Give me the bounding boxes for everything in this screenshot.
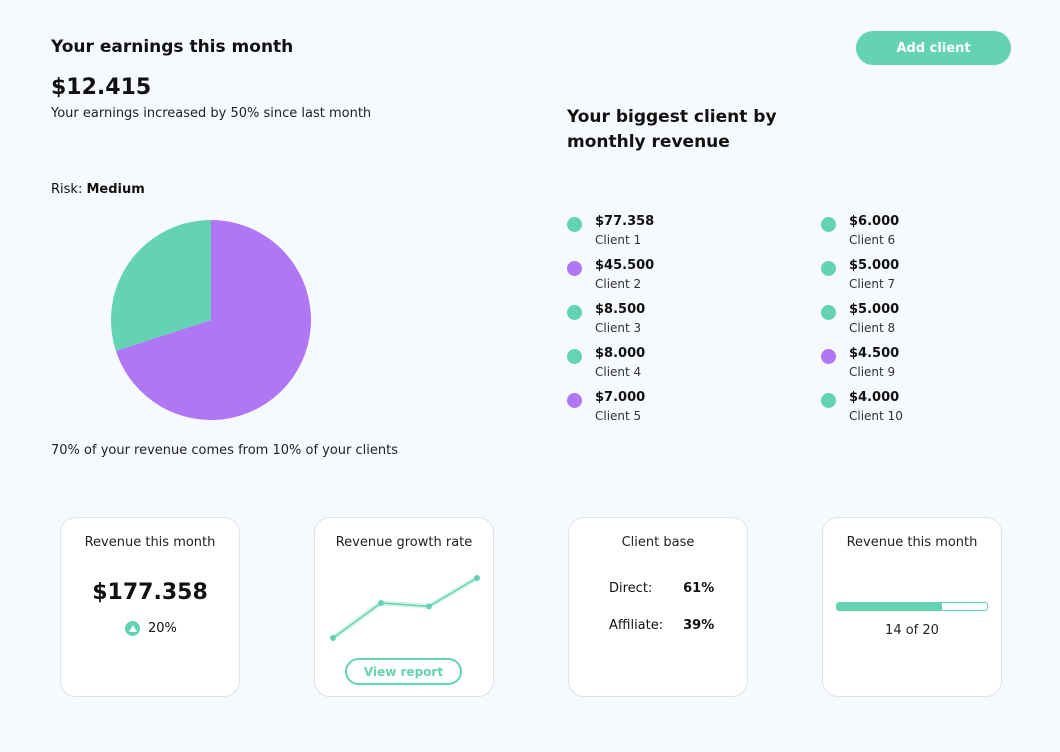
revenue-change-value: 20% — [148, 621, 177, 636]
risk-indicator: Risk: Medium — [51, 182, 145, 197]
client-amount: $45.500 — [595, 258, 655, 273]
growth-line-chart — [330, 575, 480, 641]
direct-row: Direct: 61% — [609, 581, 714, 596]
growth-card: Revenue growth rate View report — [314, 517, 494, 697]
progress-card: Revenue this month 14 of 20 — [822, 517, 1002, 697]
progress-text: 14 of 20 — [885, 623, 939, 638]
client-amount: $5.000 — [849, 302, 900, 317]
client-item: $4.500 Client 9 — [821, 346, 961, 380]
client-item: $4.000 Client 10 — [821, 390, 961, 424]
progress-card-title: Revenue this month — [846, 535, 978, 550]
growth-card-title: Revenue growth rate — [335, 535, 473, 550]
earnings-amount: $12.415 — [51, 75, 152, 100]
client-item: $6.000 Client 6 — [821, 214, 961, 248]
client-amount: $8.500 — [595, 302, 646, 317]
client-name: Client 3 — [595, 321, 642, 335]
growth-line-glow — [331, 575, 479, 641]
client-color-dot — [821, 349, 836, 364]
client-amount: $4.000 — [849, 390, 900, 405]
biggest-clients-title: Your biggest client by monthly revenue — [567, 107, 777, 152]
client-amount: $77.358 — [595, 214, 655, 229]
client-color-dot — [567, 393, 582, 408]
pie-caption: 70% of your revenue comes from 10% of yo… — [51, 443, 398, 458]
progress-bar — [836, 602, 988, 611]
client-item: $7.000 Client 5 — [567, 390, 707, 424]
risk-label: Risk: — [51, 182, 83, 197]
progress-bar-fill — [837, 603, 942, 610]
revenue-change: 20% — [125, 621, 177, 636]
direct-label: Direct: — [609, 581, 653, 596]
client-name: Client 10 — [849, 409, 903, 423]
client-item: $5.000 Client 7 — [821, 258, 961, 292]
client-color-dot — [567, 305, 582, 320]
pie-slice — [111, 220, 211, 351]
client-color-dot — [567, 261, 582, 276]
client-name: Client 9 — [849, 365, 896, 379]
client-item: $8.500 Client 3 — [567, 302, 707, 336]
client-base-title: Client base — [621, 535, 695, 550]
client-item: $45.500 Client 2 — [567, 258, 707, 292]
client-color-dot — [567, 217, 582, 232]
affiliate-value: 39% — [683, 618, 715, 633]
client-amount: $5.000 — [849, 258, 900, 273]
client-item: $5.000 Client 8 — [821, 302, 961, 336]
risk-value: Medium — [86, 182, 145, 197]
growth-point — [330, 635, 336, 641]
affiliate-row: Affiliate: 39% — [609, 618, 714, 633]
growth-point — [474, 575, 480, 581]
client-item: $77.358 Client 1 — [567, 214, 707, 248]
client-name: Client 1 — [595, 233, 642, 247]
client-color-dot — [821, 261, 836, 276]
revenue-card-title: Revenue this month — [84, 535, 216, 550]
revenue-card: Revenue this month $177.358 20% — [60, 517, 240, 697]
add-client-button[interactable]: Add client — [856, 31, 1011, 65]
earnings-title: Your earnings this month — [51, 37, 294, 57]
client-amount: $4.500 — [849, 346, 900, 361]
client-amount: $8.000 — [595, 346, 646, 361]
growth-point — [378, 600, 384, 606]
pie-slice — [115, 220, 311, 420]
client-amount: $6.000 — [849, 214, 900, 229]
growth-point — [426, 603, 432, 610]
direct-value: 61% — [683, 581, 715, 596]
revenue-value: $177.358 — [92, 580, 208, 605]
earnings-subtitle: Your earnings increased by 50% since las… — [51, 106, 372, 121]
affiliate-label: Affiliate: — [609, 618, 664, 633]
client-name: Client 2 — [595, 277, 642, 291]
client-color-dot — [567, 349, 582, 364]
view-report-button[interactable]: View report — [345, 658, 462, 685]
client-color-dot — [821, 393, 836, 408]
arrow-up-icon — [125, 621, 140, 636]
client-name: Client 5 — [595, 409, 642, 423]
client-name: Client 6 — [849, 233, 896, 247]
revenue-pie-chart — [111, 220, 311, 420]
client-item: $8.000 Client 4 — [567, 346, 707, 380]
client-amount: $7.000 — [595, 390, 646, 405]
client-color-dot — [821, 217, 836, 232]
client-base-card: Client base Direct: 61% Affiliate: 39% — [568, 517, 748, 697]
client-color-dot — [821, 305, 836, 320]
growth-line — [332, 577, 478, 639]
client-name: Client 4 — [595, 365, 642, 379]
client-name: Client 8 — [849, 321, 896, 335]
client-name: Client 7 — [849, 277, 896, 291]
